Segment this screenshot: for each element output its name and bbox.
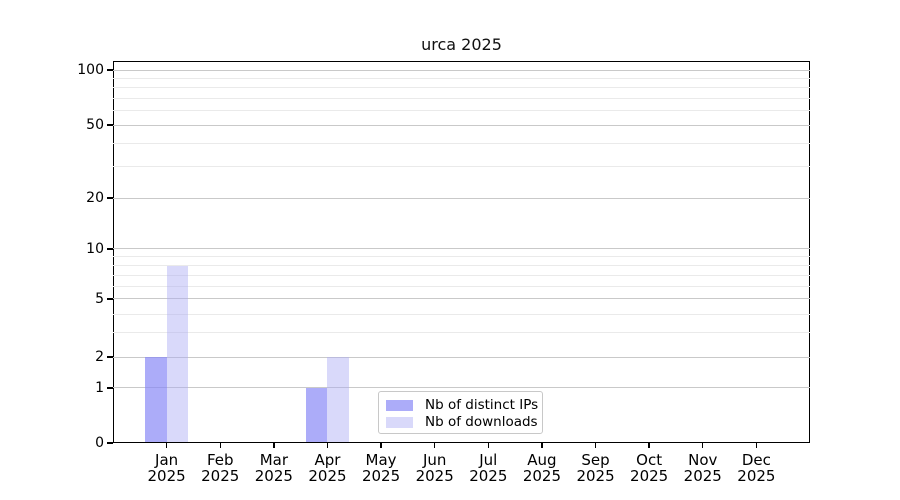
y-tick-label: 100 xyxy=(77,62,104,79)
legend-label-downloads: Nb of downloads xyxy=(425,414,538,430)
x-axis-tick xyxy=(326,443,329,448)
x-tick-year: 2025 xyxy=(308,467,347,485)
x-tick-label: Mar 2025 xyxy=(242,452,306,484)
gridline-minor xyxy=(113,285,810,287)
x-tick-month: Mar xyxy=(259,451,288,469)
x-tick-year: 2025 xyxy=(361,467,401,485)
y-tick-label: 10 xyxy=(86,240,104,257)
y-tick-label: 50 xyxy=(86,117,104,134)
x-tick-month: Sep xyxy=(581,451,610,469)
y-tick-label: 20 xyxy=(86,190,104,207)
x-axis-tick xyxy=(380,443,382,448)
bar-downloads xyxy=(166,265,189,442)
x-axis-tick xyxy=(541,443,543,448)
gridline-major xyxy=(113,298,810,300)
x-tick-year: 2025 xyxy=(147,467,186,485)
y-axis-tick xyxy=(107,197,113,199)
y-axis-tick xyxy=(107,298,113,300)
gridline-minor xyxy=(113,165,810,167)
y-axis-tick xyxy=(107,69,113,71)
legend-swatch-distinct-ips xyxy=(386,399,413,411)
gridline-minor xyxy=(113,87,810,89)
plot-area xyxy=(113,61,810,443)
x-tick-label: Jul 2025 xyxy=(456,452,520,484)
x-tick-label: Aug 2025 xyxy=(510,452,574,484)
bar-distinct-ips xyxy=(305,387,328,442)
y-tick-label: 2 xyxy=(95,349,104,366)
legend-item-distinct-ips: Nb of distinct IPs xyxy=(386,397,538,413)
gridline-major xyxy=(113,124,810,126)
x-tick-label: Sep 2025 xyxy=(564,452,628,484)
x-tick-label: Jun 2025 xyxy=(403,452,467,484)
gridline-minor xyxy=(113,78,810,80)
x-axis-tick xyxy=(487,443,489,448)
gridline-major xyxy=(113,197,810,199)
bar-distinct-ips xyxy=(145,357,167,442)
y-tick-label: 0 xyxy=(95,435,104,451)
bar-downloads xyxy=(327,357,349,442)
gridline-minor xyxy=(113,332,810,334)
x-tick-label: Jan 2025 xyxy=(135,452,199,484)
y-tick-label: 5 xyxy=(95,290,104,307)
x-tick-year: 2025 xyxy=(469,467,508,485)
x-axis-tick xyxy=(165,443,168,448)
gridline-minor xyxy=(113,313,810,315)
y-axis-tick xyxy=(107,356,113,358)
x-tick-year: 2025 xyxy=(630,467,669,485)
x-axis-tick xyxy=(433,443,436,448)
legend-item-downloads: Nb of downloads xyxy=(386,414,538,430)
x-tick-label: Dec 2025 xyxy=(724,452,788,484)
gridline-major xyxy=(113,248,810,250)
x-tick-label: Apr 2025 xyxy=(295,452,359,484)
gridline-minor xyxy=(113,110,810,112)
legend-swatch-downloads xyxy=(386,416,413,428)
gridline-minor xyxy=(113,256,810,258)
y-axis-tick xyxy=(107,442,113,444)
gridline-major xyxy=(113,387,810,389)
x-axis-tick xyxy=(273,443,275,448)
x-tick-year: 2025 xyxy=(576,467,615,485)
gridline-minor xyxy=(113,98,810,100)
x-tick-year: 2025 xyxy=(737,467,776,485)
gridline-minor xyxy=(113,265,810,266)
x-axis-tick xyxy=(702,443,704,448)
legend-label-distinct-ips: Nb of distinct IPs xyxy=(425,397,539,413)
chart-title: urca 2025 xyxy=(421,35,502,54)
x-tick-month: May xyxy=(365,451,397,469)
x-tick-month: Jul xyxy=(479,451,498,469)
x-tick-month: Jun xyxy=(422,451,447,469)
y-axis-tick xyxy=(107,124,113,126)
x-tick-year: 2025 xyxy=(683,467,722,485)
x-tick-year: 2025 xyxy=(415,467,454,485)
legend: Nb of distinct IPs Nb of downloads xyxy=(378,391,543,434)
y-tick-label: 1 xyxy=(95,379,104,396)
gridline-major xyxy=(113,356,810,358)
x-axis-tick xyxy=(594,443,597,448)
x-tick-year: 2025 xyxy=(201,467,240,485)
x-tick-label: Oct 2025 xyxy=(617,452,681,484)
gridline-minor xyxy=(113,142,810,144)
x-tick-month: Oct xyxy=(636,451,663,469)
x-axis-tick xyxy=(219,443,221,448)
x-tick-label: Feb 2025 xyxy=(188,452,252,484)
y-axis-tick xyxy=(107,248,113,250)
gridline-minor xyxy=(113,274,810,276)
x-tick-year: 2025 xyxy=(522,467,562,485)
y-axis-tick xyxy=(107,387,113,389)
x-tick-month: Apr xyxy=(314,451,341,469)
x-axis-tick xyxy=(648,443,650,448)
x-tick-month: Jan xyxy=(155,451,179,469)
x-tick-month: Aug xyxy=(527,451,557,469)
x-tick-month: Dec xyxy=(741,451,771,469)
x-tick-year: 2025 xyxy=(254,467,293,485)
x-tick-label: Nov 2025 xyxy=(671,452,735,484)
x-tick-month: Nov xyxy=(688,451,718,469)
x-axis-tick xyxy=(755,443,758,448)
gridline-major xyxy=(113,69,810,71)
x-tick-label: May 2025 xyxy=(349,452,413,484)
x-tick-month: Feb xyxy=(206,451,234,469)
